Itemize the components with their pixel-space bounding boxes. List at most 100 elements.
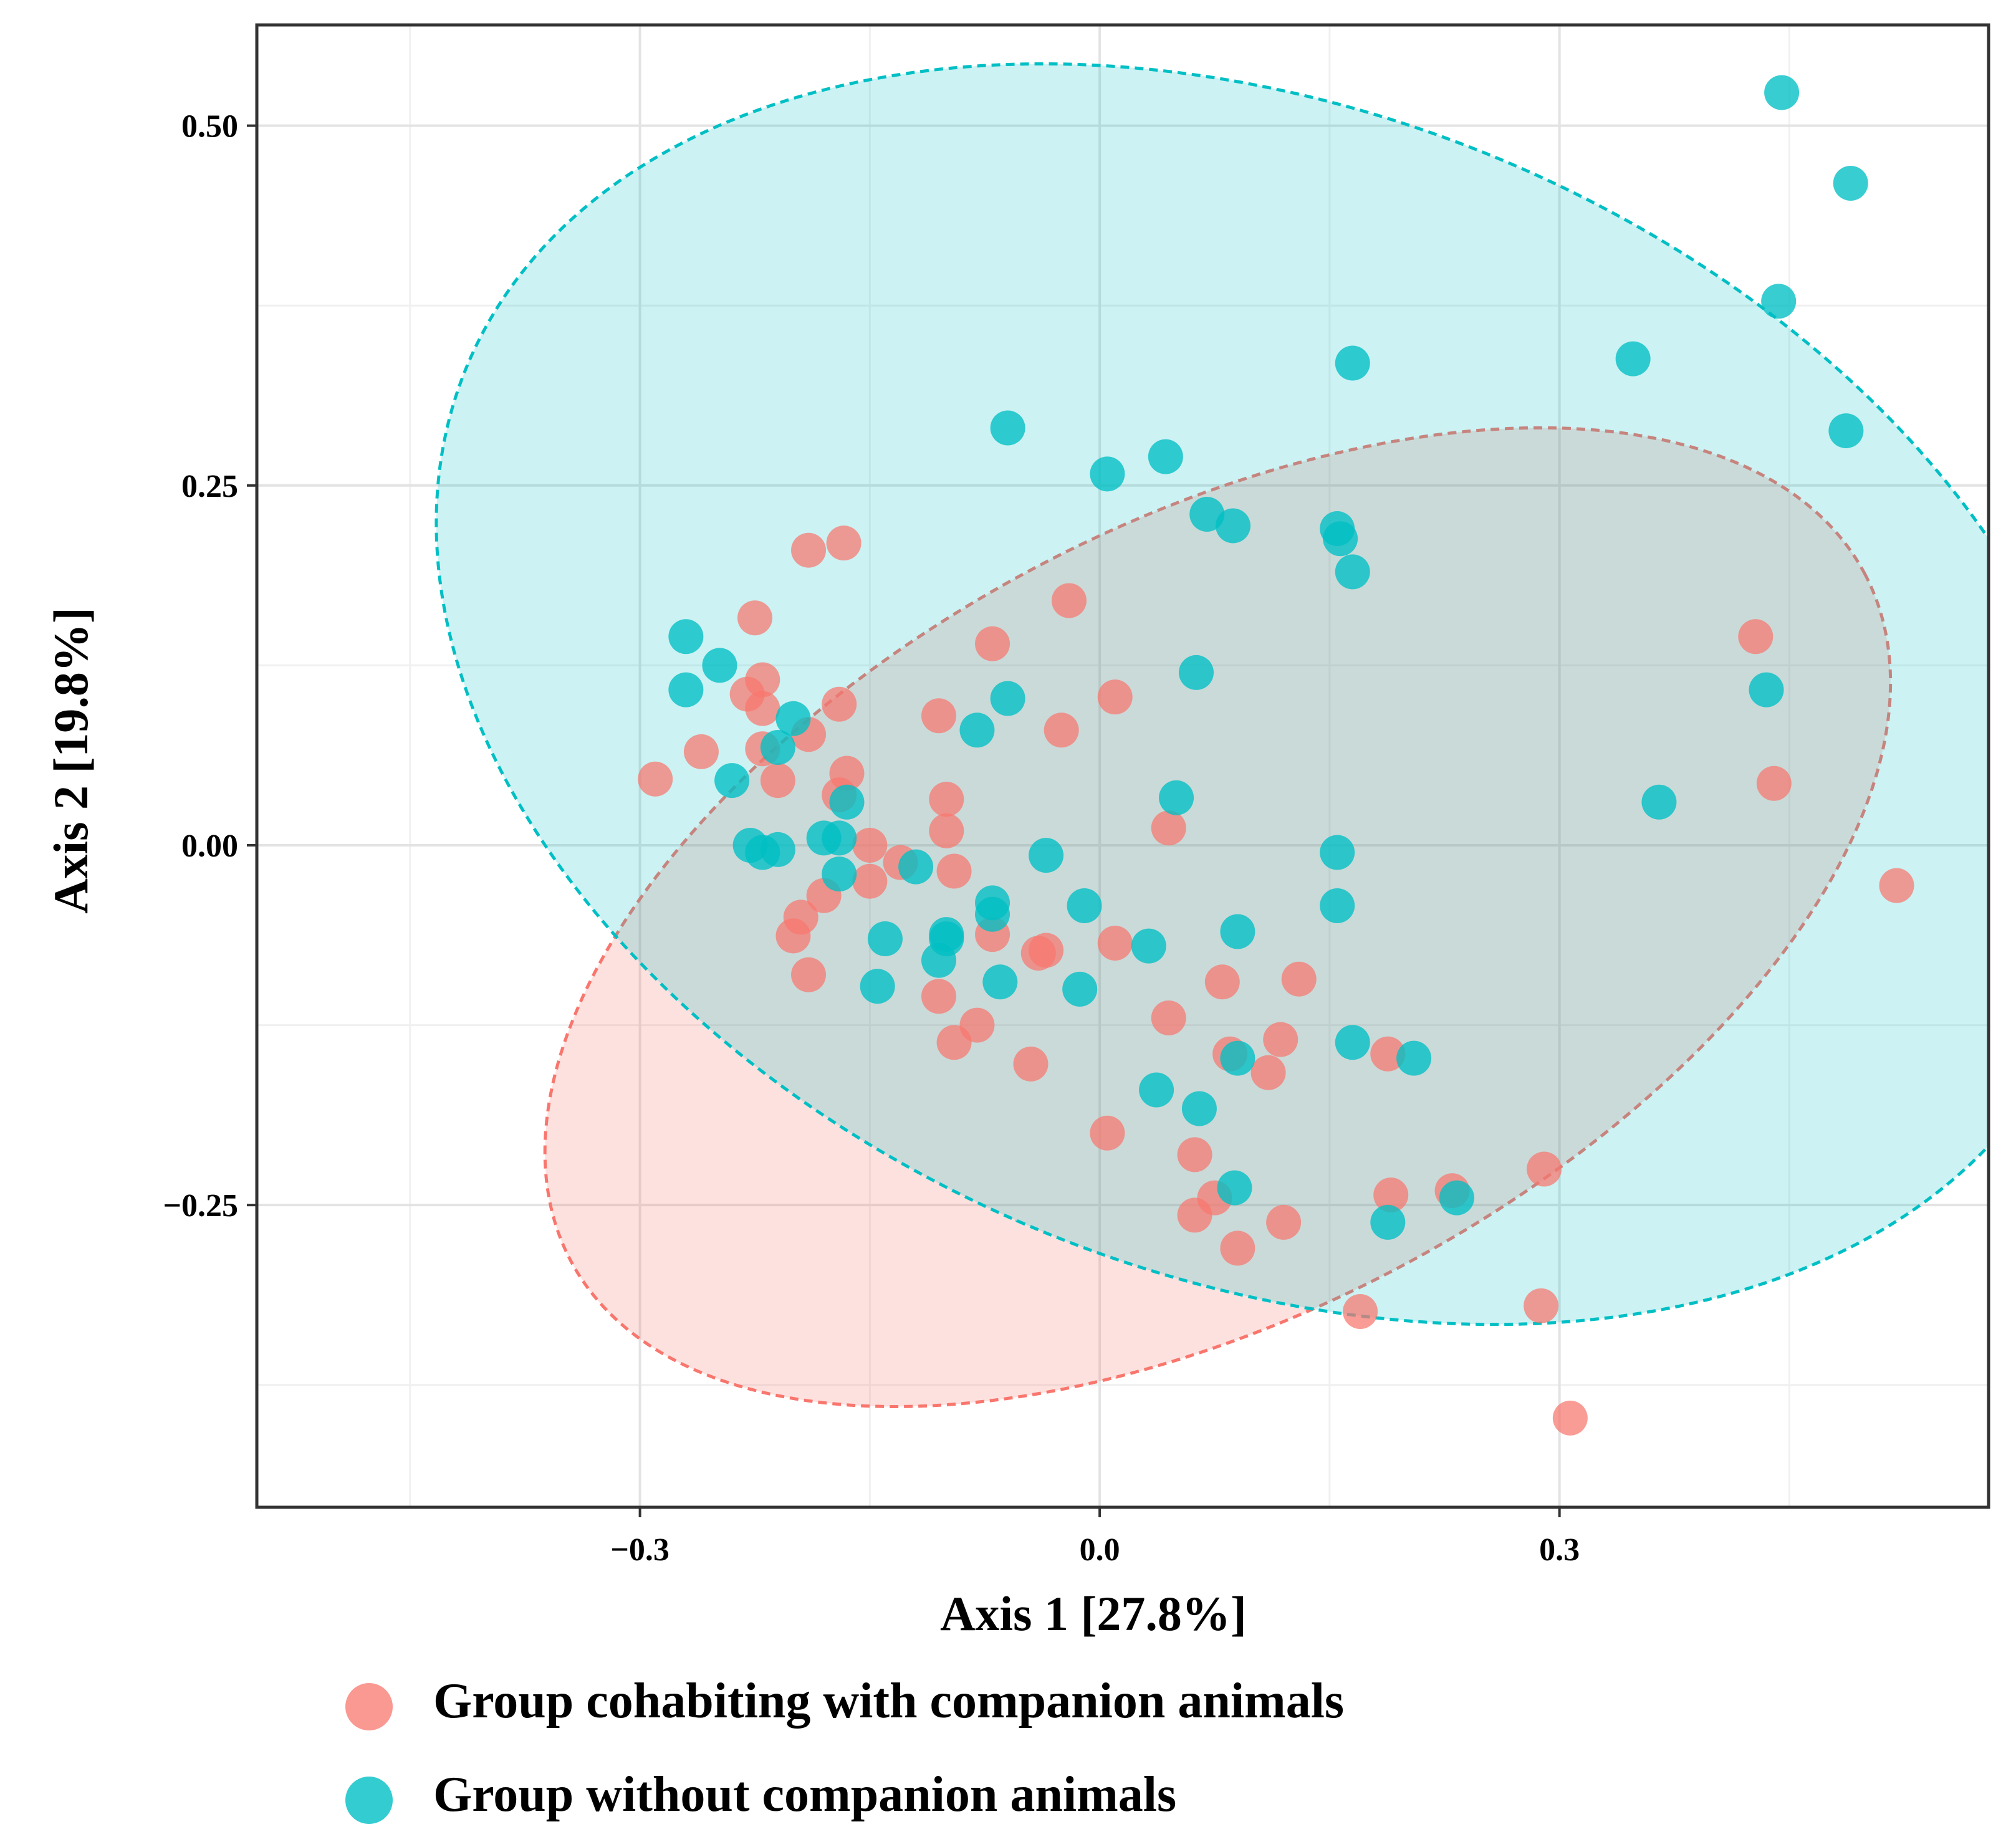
- data-point: [990, 681, 1025, 716]
- data-point: [1370, 1204, 1406, 1240]
- data-point: [1216, 508, 1251, 544]
- data-point: [1524, 1288, 1559, 1323]
- data-point: [867, 921, 903, 957]
- data-point: [1828, 413, 1864, 449]
- data-point: [1761, 284, 1797, 319]
- legend-item-cohabiting: Group cohabiting with companion animals: [345, 1674, 1344, 1730]
- data-point: [959, 712, 995, 748]
- data-point: [829, 784, 865, 820]
- data-point: [1204, 964, 1240, 1000]
- data-point: [1151, 1000, 1186, 1036]
- data-point: [760, 763, 795, 799]
- data-point: [638, 761, 673, 797]
- data-point: [1527, 1151, 1562, 1187]
- data-point: [1343, 1294, 1378, 1330]
- data-point: [1250, 1055, 1286, 1090]
- data-point: [975, 896, 1010, 932]
- data-point: [1320, 888, 1355, 923]
- legend-label-without: Group without companion animals: [433, 1767, 1176, 1822]
- data-point: [791, 957, 827, 992]
- data-point: [702, 648, 737, 683]
- ellipse-series-1: [434, 62, 1989, 1326]
- data-point: [714, 763, 750, 799]
- plot-panel-border: [255, 23, 1990, 1509]
- data-point: [1148, 439, 1183, 474]
- data-point: [1090, 1115, 1125, 1151]
- y-tick-label: 0.00: [181, 828, 238, 864]
- data-point: [1177, 1137, 1212, 1173]
- data-point: [826, 525, 862, 561]
- data-point: [898, 849, 934, 885]
- x-axis-title: Axis 1 [27.8%]: [940, 1586, 1247, 1641]
- data-point: [1013, 1046, 1049, 1082]
- legend: Group cohabiting with companion animals …: [345, 1674, 1344, 1824]
- y-tick-label: −0.25: [163, 1188, 238, 1224]
- data-point: [1020, 936, 1056, 971]
- data-point: [1067, 888, 1102, 923]
- y-axis-ticks: −0.25 0.00 0.25 0.50: [163, 109, 257, 1224]
- data-point: [1335, 554, 1370, 590]
- data-point: [1749, 672, 1784, 708]
- legend-swatch-without: [345, 1777, 393, 1824]
- data-point: [1323, 521, 1358, 557]
- data-point: [982, 964, 1018, 1000]
- data-point: [852, 863, 888, 899]
- data-point: [822, 686, 857, 722]
- data-point: [683, 734, 719, 769]
- legend-swatch-cohabiting: [345, 1683, 393, 1730]
- data-point: [1335, 1025, 1370, 1060]
- data-point: [1552, 1400, 1588, 1436]
- data-point: [1177, 1197, 1212, 1233]
- data-points: [638, 75, 1914, 1436]
- data-point: [1051, 583, 1087, 618]
- data-point: [1439, 1180, 1474, 1216]
- data-point: [1029, 838, 1064, 873]
- data-point: [737, 600, 772, 636]
- data-point: [745, 691, 780, 726]
- data-point: [745, 662, 780, 698]
- data-point: [1179, 655, 1214, 690]
- data-point: [1097, 925, 1133, 961]
- y-axis-title: Axis 2 [19.8%]: [44, 607, 98, 914]
- data-point: [921, 979, 956, 1014]
- data-point: [860, 969, 895, 1004]
- data-point: [921, 698, 956, 734]
- data-point: [852, 827, 888, 863]
- data-point: [775, 701, 811, 736]
- data-point: [1756, 765, 1792, 801]
- x-tick-label: −0.3: [610, 1532, 670, 1568]
- data-point: [1615, 341, 1651, 377]
- data-point: [1151, 810, 1186, 846]
- data-point: [1764, 75, 1800, 110]
- data-point: [1131, 928, 1166, 964]
- data-point: [929, 813, 964, 848]
- x-tick-label: 0.3: [1539, 1532, 1580, 1568]
- data-point: [1139, 1072, 1174, 1108]
- data-point: [975, 626, 1010, 661]
- data-point: [1220, 1231, 1255, 1266]
- data-point: [1320, 835, 1355, 870]
- data-point: [936, 1025, 972, 1060]
- data-point: [760, 729, 795, 765]
- data-point: [990, 410, 1025, 446]
- grid-lines: [257, 25, 1989, 1507]
- data-point: [1641, 784, 1677, 820]
- data-point: [1396, 1040, 1432, 1076]
- point-series-1: [668, 75, 1868, 1240]
- data-point: [1373, 1178, 1409, 1213]
- data-point: [1370, 1036, 1406, 1072]
- x-axis-ticks: −0.3 0.0 0.3: [610, 1507, 1580, 1568]
- data-point: [1090, 456, 1125, 492]
- data-point: [791, 532, 827, 568]
- data-point: [1062, 971, 1098, 1007]
- data-point: [668, 619, 704, 655]
- legend-item-without: Group without companion animals: [345, 1767, 1176, 1824]
- data-point: [936, 853, 972, 889]
- data-point: [1879, 868, 1914, 903]
- x-tick-label: 0.0: [1080, 1532, 1120, 1568]
- data-point: [822, 856, 857, 892]
- data-point: [1738, 619, 1774, 655]
- data-point: [775, 918, 811, 954]
- data-point: [1189, 496, 1225, 532]
